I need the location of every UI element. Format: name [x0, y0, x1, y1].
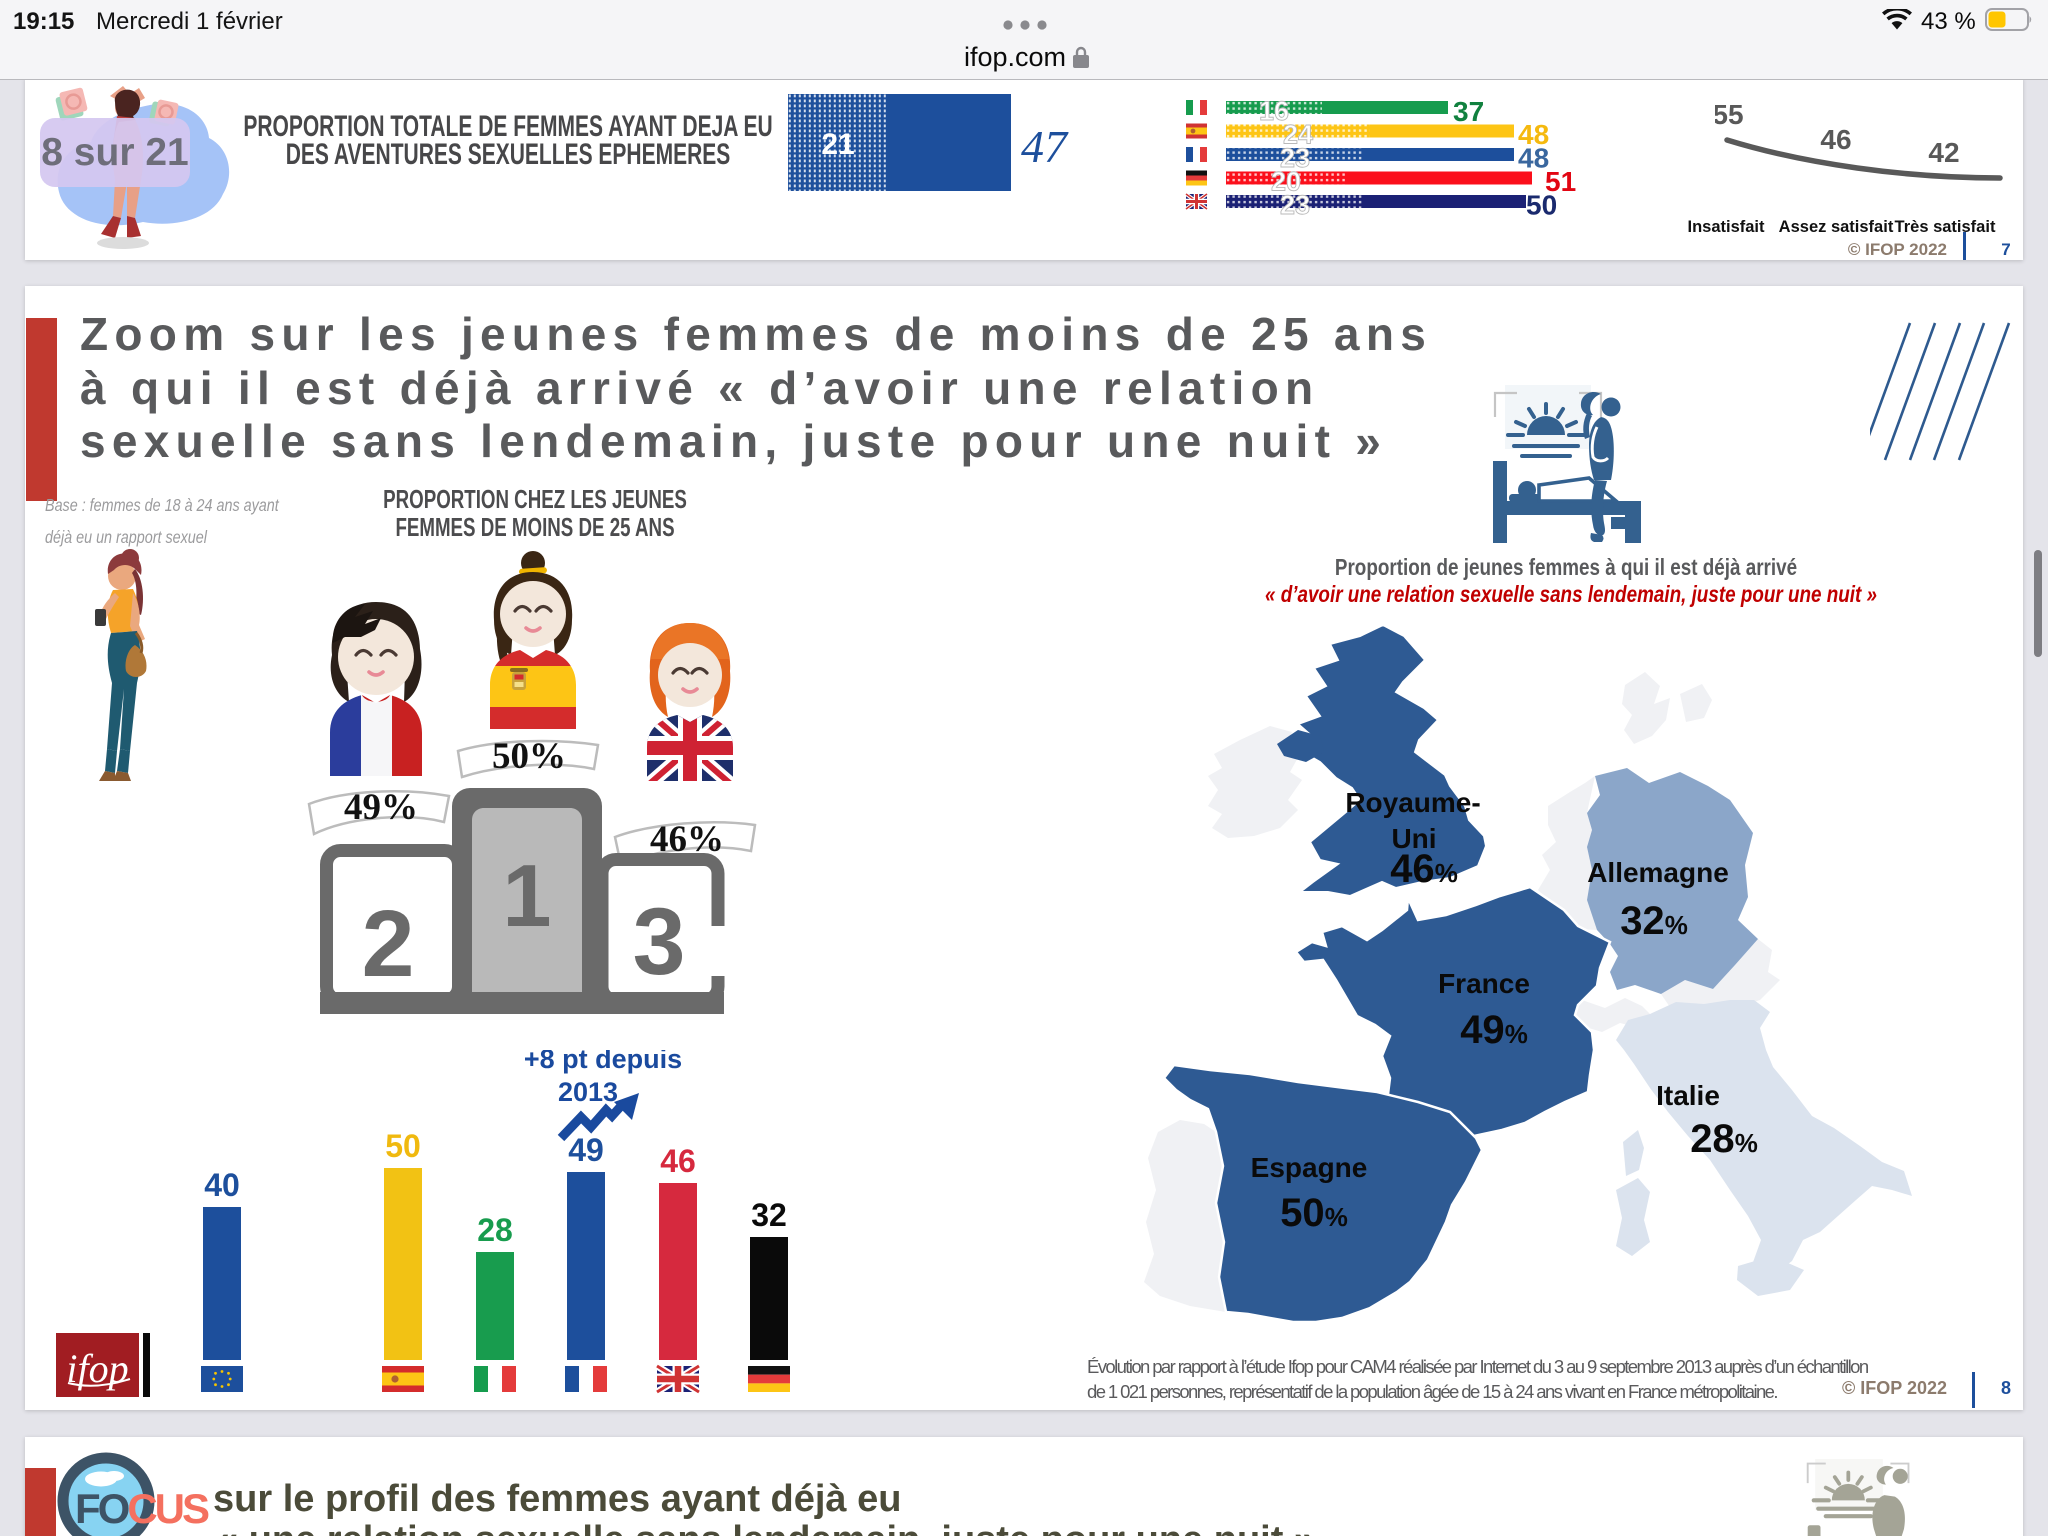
svg-text:50: 50	[1526, 190, 1557, 221]
svg-text:2: 2	[362, 891, 415, 997]
svg-text:8 sur 21: 8 sur 21	[41, 131, 188, 174]
svg-text:24: 24	[1283, 120, 1313, 150]
svg-text:Allemagne: Allemagne	[1587, 857, 1729, 888]
svg-text:3: 3	[633, 889, 686, 995]
svg-text:48: 48	[1518, 119, 1549, 150]
svg-text:55: 55	[1715, 99, 1744, 130]
svg-text:46: 46	[1820, 124, 1851, 155]
svg-text:50: 50	[385, 1128, 421, 1164]
svg-text:49%: 49%	[344, 787, 418, 828]
svg-text:46: 46	[660, 1143, 696, 1179]
svg-text:32: 32	[751, 1197, 787, 1233]
svg-text:28: 28	[477, 1212, 513, 1248]
svg-text:2013: 2013	[558, 1077, 618, 1107]
svg-text:20: 20	[1271, 167, 1301, 197]
svg-text:16: 16	[1259, 96, 1289, 126]
svg-text:23: 23	[1280, 143, 1310, 173]
svg-text:Royaume-: Royaume-	[1345, 787, 1480, 818]
svg-text:42: 42	[1928, 137, 1959, 168]
svg-text:51: 51	[1545, 166, 1576, 197]
svg-text:37: 37	[1453, 96, 1484, 127]
svg-text:Italie: Italie	[1656, 1080, 1720, 1111]
svg-text:Espagne: Espagne	[1251, 1152, 1368, 1183]
svg-text:Uni: Uni	[1391, 823, 1436, 854]
svg-text:47: 47	[1021, 121, 1069, 172]
svg-text:23: 23	[1280, 190, 1310, 220]
svg-text:48: 48	[1518, 143, 1549, 174]
svg-text:40: 40	[204, 1167, 240, 1203]
svg-text:21: 21	[821, 128, 854, 161]
svg-text:49: 49	[568, 1132, 604, 1168]
svg-text:50%: 50%	[492, 736, 566, 777]
svg-text:+8 pt depuis: +8 pt depuis	[524, 1050, 682, 1074]
svg-text:France: France	[1438, 968, 1530, 999]
svg-text:1: 1	[503, 846, 552, 945]
